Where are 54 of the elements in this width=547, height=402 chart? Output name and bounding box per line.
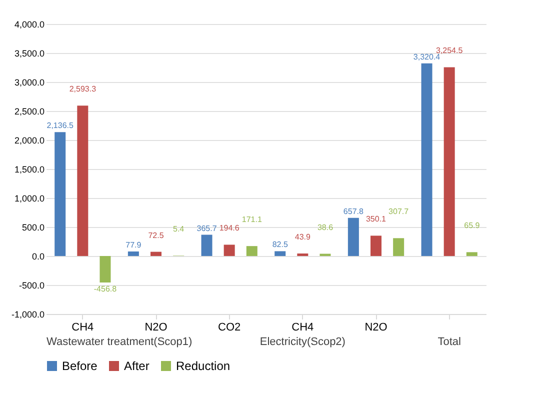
bar [150, 252, 162, 256]
bar [54, 132, 66, 256]
x-tick-label: CH4 [292, 322, 314, 334]
bar [274, 251, 286, 256]
x-tick-label: CO2 [218, 322, 241, 334]
bar [348, 218, 359, 256]
bar [466, 252, 478, 256]
data-label: 657.8 [343, 206, 364, 216]
y-tick-label: 1,500.0 [14, 164, 44, 174]
y-tick-label: 2,500.0 [14, 106, 44, 116]
y-tick-label: 3,500.0 [14, 48, 44, 58]
x-tick-label: N2O [144, 322, 168, 334]
data-label: 365.7 [196, 224, 218, 233]
y-tick-label: -500.0 [18, 280, 44, 290]
bar [246, 246, 258, 256]
bar [370, 236, 382, 256]
data-label: 5.4 [173, 224, 185, 234]
bar [421, 63, 432, 256]
data-label: 2,136.5 [46, 121, 74, 130]
y-tick-label: 0.0 [32, 252, 44, 262]
x-tick-label: N2O [364, 322, 388, 334]
data-label: 194.6 [219, 224, 240, 233]
bar [444, 67, 455, 256]
data-label: 77.9 [126, 240, 142, 250]
y-tick-label: 500.0 [22, 222, 44, 232]
y-tick-label: -1,000.0 [11, 310, 44, 320]
data-label: 43.9 [294, 232, 311, 242]
data-label: 65.9 [464, 221, 480, 230]
data-label: -456.8 [94, 284, 118, 294]
bar [201, 234, 212, 256]
text: Electricity(Scop2) [260, 336, 346, 348]
bar [393, 238, 404, 256]
x-tick-label: CH4 [72, 322, 94, 334]
legend-label: Reduction [176, 359, 230, 373]
bar [128, 251, 139, 256]
data-label: 2,593.3 [69, 84, 97, 94]
text: Total [438, 336, 461, 348]
data-label: 82.5 [272, 240, 288, 250]
legend-label: Before [62, 359, 98, 373]
data-label: 72.5 [148, 230, 164, 240]
data-label: 307.7 [388, 207, 410, 216]
text: Wastewater treatment(Scop1) [46, 336, 192, 348]
y-tick-label: 4,000.0 [14, 20, 44, 30]
data-label: 38.6 [317, 222, 334, 232]
y-tick-label: 1,000.0 [14, 194, 44, 204]
y-tick-label: 2,000.0 [14, 136, 44, 146]
bar [297, 253, 308, 256]
bar [224, 244, 235, 256]
data-label: 171.1 [242, 215, 262, 224]
bar [100, 256, 111, 282]
legend-label: After [124, 359, 150, 373]
data-label: 350.1 [366, 214, 387, 224]
bar [77, 106, 88, 256]
y-tick-label: 3,000.0 [14, 78, 44, 88]
